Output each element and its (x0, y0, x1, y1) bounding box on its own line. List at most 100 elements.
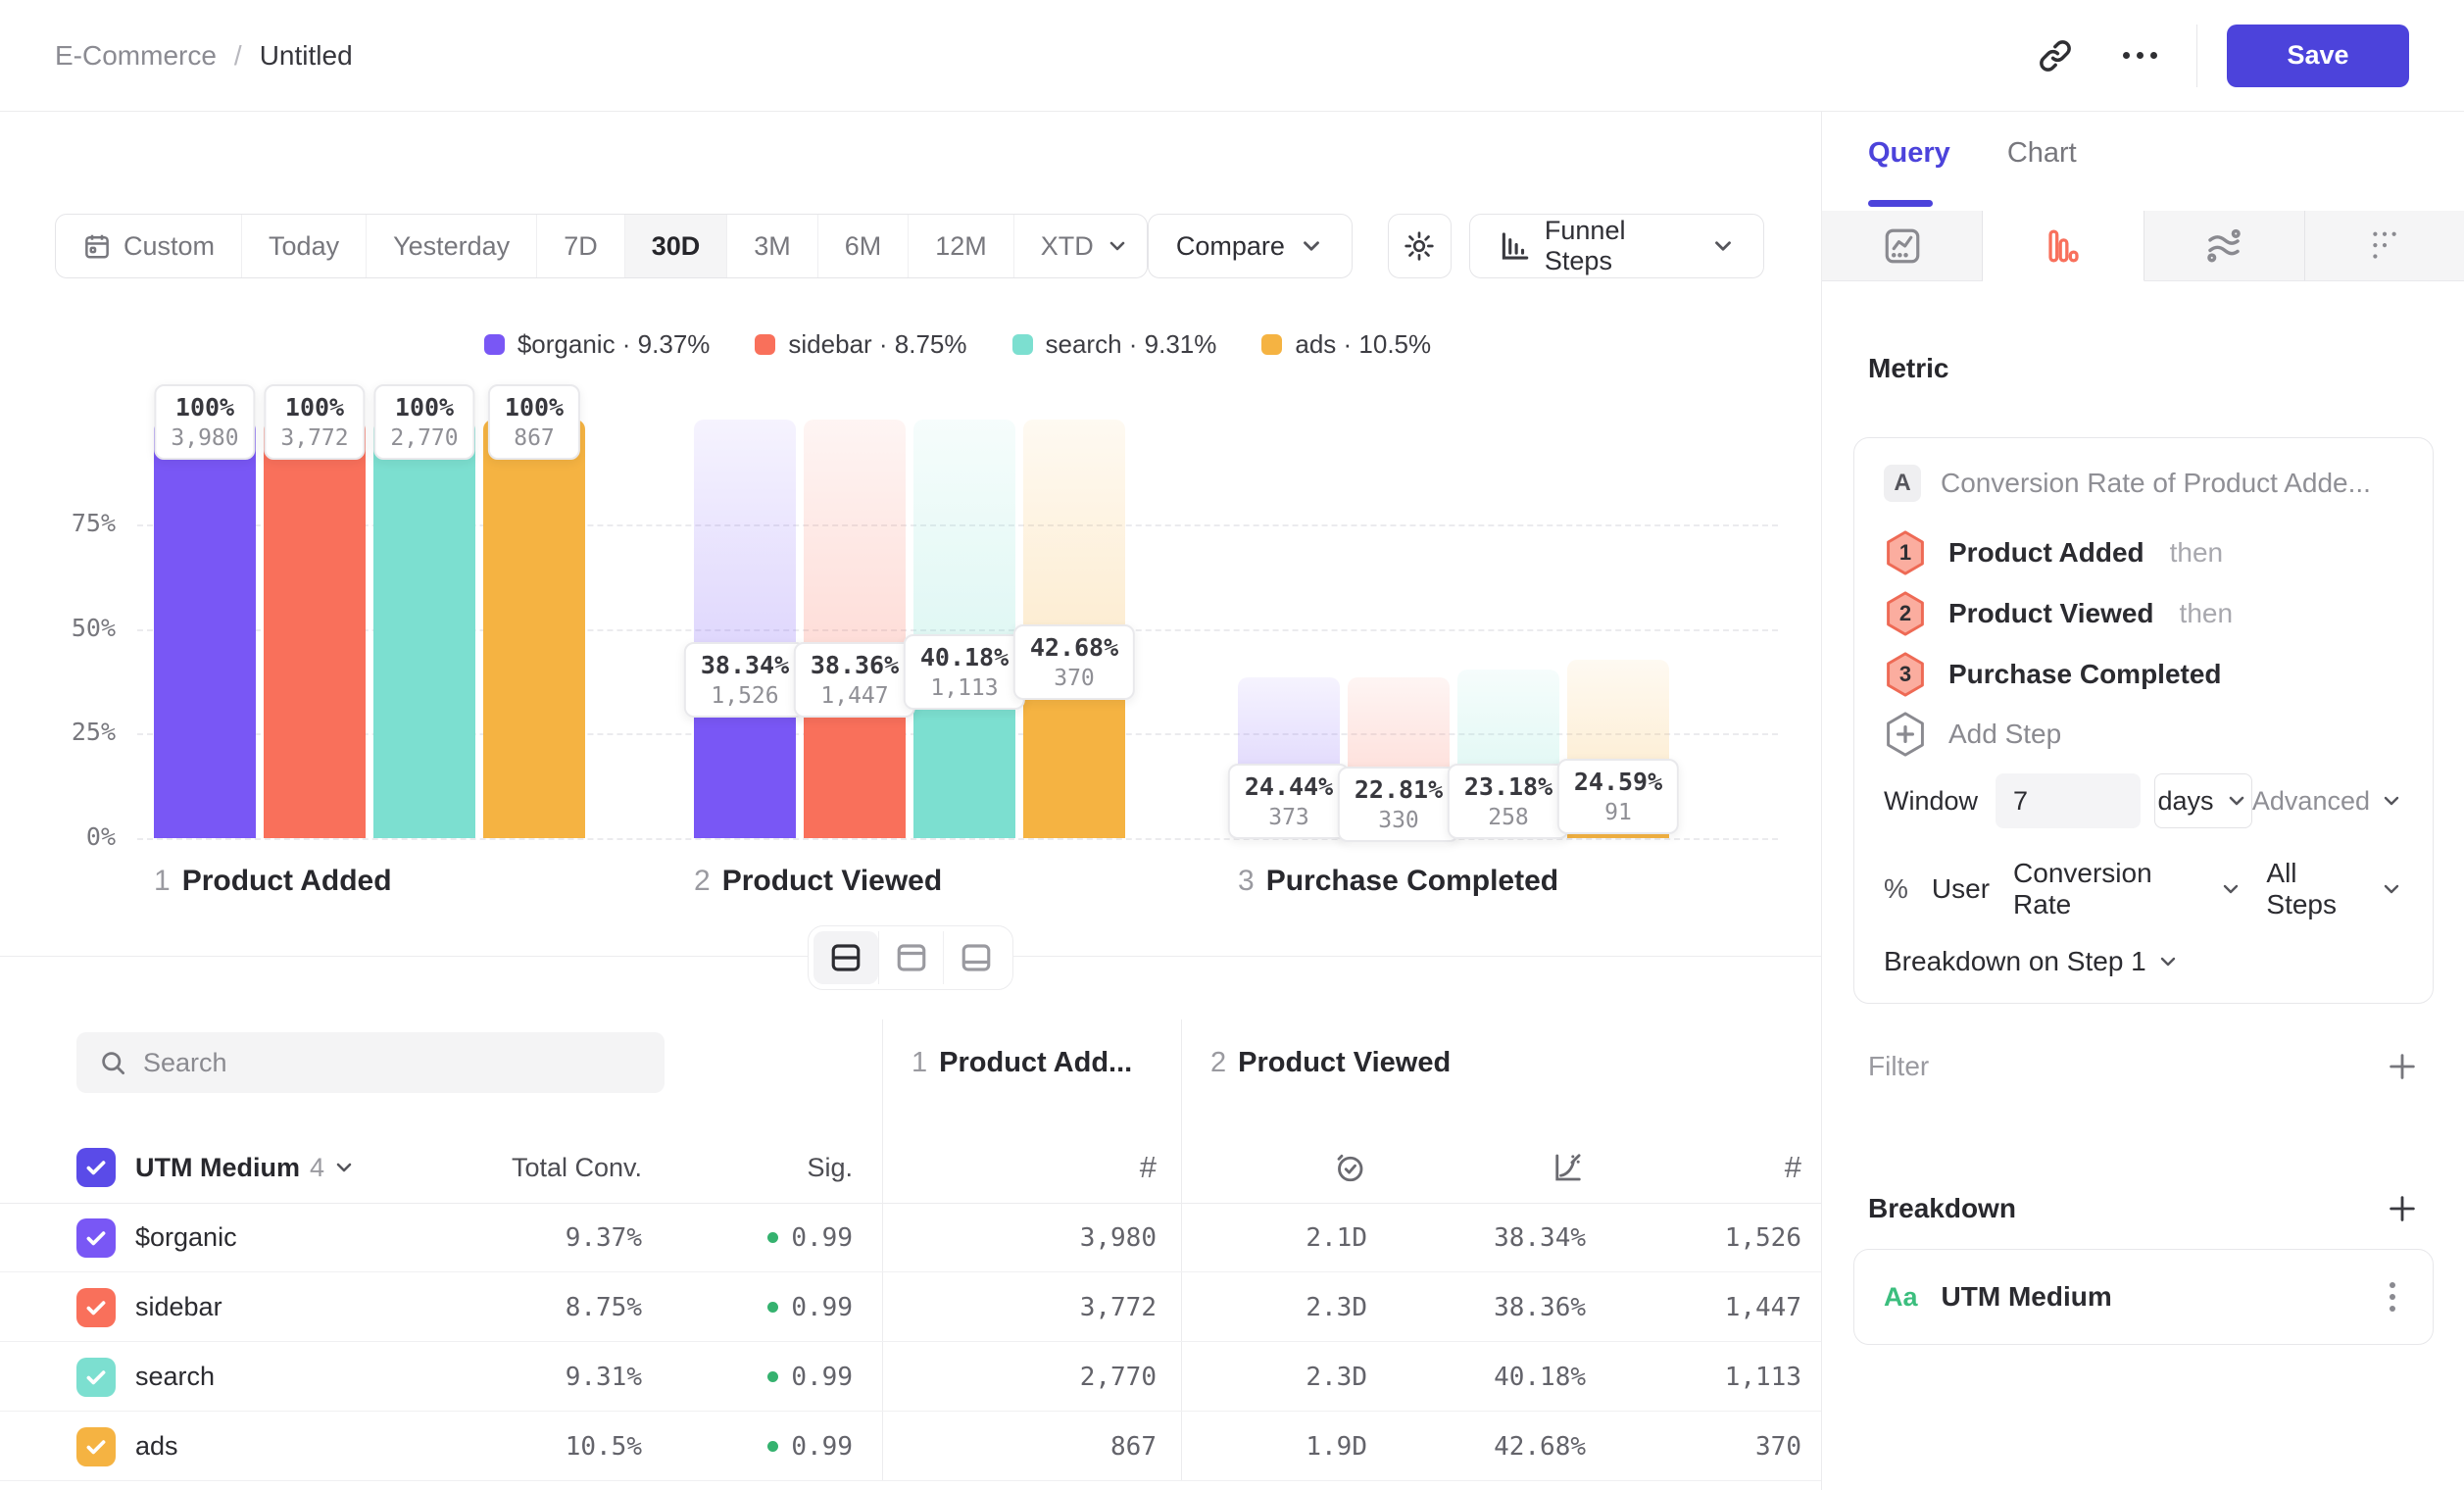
search-input[interactable] (143, 1047, 643, 1078)
row-checkbox-search[interactable] (76, 1342, 116, 1412)
chart-type-button[interactable]: Funnel Steps (1468, 214, 1764, 278)
funnel-chart-icon (1498, 229, 1531, 263)
date-range-custom[interactable]: Custom (56, 215, 243, 277)
retention-report-tab[interactable] (2304, 211, 2464, 281)
settings-button[interactable] (1387, 214, 1452, 278)
row-avg-time: 2.1D (1306, 1222, 1367, 1253)
hash-icon: # (1139, 1150, 1157, 1184)
legend-swatch (1011, 334, 1033, 355)
bar-label-ads-step2: 42.68% 370 (1012, 623, 1136, 700)
breadcrumb-current[interactable]: Untitled (259, 39, 353, 71)
window-value-input[interactable] (1996, 773, 2142, 828)
date-range-12m[interactable]: 12M (909, 215, 1014, 277)
date-range-yesterday[interactable]: Yesterday (367, 215, 538, 277)
row-checkbox-organic[interactable] (76, 1203, 116, 1272)
more-options-button[interactable] (2112, 28, 2167, 83)
step-number-hexagon-icon: 3 (1884, 651, 1927, 698)
chevron-down-icon (2219, 877, 2242, 901)
row-conv-rate: 38.34% (1494, 1222, 1586, 1253)
row-checkbox-sidebar[interactable] (76, 1272, 116, 1342)
bar-organic-step1[interactable] (154, 420, 256, 838)
avg-time-column-header[interactable] (1274, 1132, 1367, 1203)
conv-rate-column-header[interactable] (1490, 1132, 1586, 1203)
significance-dot (767, 1232, 779, 1243)
add-breakdown-button[interactable] (2386, 1192, 2419, 1225)
row-conv-rate: 40.18% (1494, 1362, 1586, 1392)
legend-swatch (483, 334, 505, 355)
chevron-down-icon (1299, 233, 1324, 259)
panel-tabs: Query Chart (1868, 137, 2077, 170)
metric-name-row[interactable]: A Conversion Rate of Product Adde... (1884, 464, 2403, 503)
chart-step-label-1: 1 Product Added (154, 865, 392, 897)
counting-entity-select[interactable]: User (1931, 873, 1991, 904)
window-label: Window (1884, 785, 1979, 816)
row-conv-rate: 38.36% (1494, 1292, 1586, 1322)
step2-count-column-header[interactable]: # (1705, 1132, 1801, 1203)
topbar-divider (2196, 24, 2197, 87)
legend-item-organic[interactable]: $organic · 9.37% (483, 329, 710, 360)
save-button[interactable]: Save (2227, 24, 2409, 87)
y-axis-tick-25%: 25% (71, 718, 116, 747)
query-step-3[interactable]: 3 Purchase Completed (1884, 644, 2403, 705)
table-only-view-button[interactable] (943, 931, 1008, 984)
date-range-today[interactable]: Today (242, 215, 368, 277)
filter-section-row: Filter (1868, 1050, 2419, 1083)
bar-sidebar-step1[interactable] (264, 420, 366, 838)
breadcrumb-parent[interactable]: E-Commerce (55, 39, 217, 71)
checkbox-checked-icon (76, 1148, 116, 1187)
chart-only-view-button[interactable] (878, 931, 943, 984)
date-range-xtd[interactable]: XTD (1014, 215, 1147, 277)
row-checkbox-ads[interactable] (76, 1412, 116, 1481)
legend-item-sidebar[interactable]: sidebar · 8.75% (755, 329, 967, 360)
group-column-header[interactable]: UTM Medium 4 (135, 1132, 356, 1203)
query-step-2[interactable]: 2 Product Viewed then (1884, 583, 2403, 644)
row-avg-time: 2.3D (1306, 1292, 1367, 1322)
query-step-1[interactable]: 1 Product Added then (1884, 522, 2403, 583)
top-panel-icon (894, 940, 929, 975)
insights-report-tab[interactable] (1822, 211, 1984, 281)
bar-search-step1[interactable] (373, 420, 475, 838)
step1-count-column-header[interactable]: # (1059, 1132, 1157, 1203)
chart-step-label-3: 3 Purchase Completed (1238, 865, 1559, 897)
tab-chart[interactable]: Chart (2006, 137, 2077, 169)
counting-scope-select[interactable]: All Steps (2266, 858, 2403, 920)
legend-item-search[interactable]: search · 9.31% (1011, 329, 1216, 360)
bar-ads-step1[interactable] (483, 420, 585, 838)
add-filter-button[interactable] (2386, 1050, 2419, 1083)
row-total-conv: 9.31% (565, 1362, 642, 1392)
date-range-6m[interactable]: 6M (818, 215, 910, 277)
table-step2-group-header: 2 Product Viewed (1210, 1047, 1452, 1078)
add-step-button[interactable]: Add Step (1884, 705, 2403, 764)
split-view-button[interactable] (813, 931, 878, 984)
filter-label: Filter (1868, 1051, 1930, 1081)
metric-letter-badge: A (1884, 465, 1921, 502)
funnels-icon (2043, 225, 2084, 267)
advanced-toggle[interactable]: Advanced (2252, 786, 2403, 817)
counting-method-select[interactable]: Conversion Rate (2013, 858, 2242, 920)
row-step2-count: 370 (1755, 1431, 1801, 1462)
date-range-7d[interactable]: 7D (537, 215, 625, 277)
kebab-menu-icon[interactable] (2382, 1274, 2403, 1319)
plus-icon (2386, 1192, 2419, 1225)
chart-legend: $organic · 9.37% sidebar · 8.75% search · … (137, 329, 1778, 360)
row-total-conv: 10.5% (565, 1431, 642, 1462)
bar-label-organic-step1: 100% 3,980 (154, 384, 256, 460)
table-row-search: search 9.31% 0.99 2,770 2.3D 40.18% 1,113 (0, 1342, 1821, 1412)
date-range-3m[interactable]: 3M (727, 215, 818, 277)
breakdown-item-card[interactable]: Aa UTM Medium (1853, 1249, 2434, 1345)
ghost-bar-search-step2 (913, 420, 1015, 670)
copy-link-button[interactable] (2028, 28, 2083, 83)
tab-query[interactable]: Query (1868, 137, 1950, 169)
flows-report-tab[interactable] (2144, 211, 2305, 281)
window-unit-select[interactable]: days (2154, 773, 2252, 828)
table-search (76, 1032, 665, 1093)
funnels-report-tab[interactable] (1983, 211, 2144, 281)
metric-card: A Conversion Rate of Product Adde... 1 Pr… (1853, 437, 2434, 1004)
breakdown-on-step-select[interactable]: Breakdown on Step 1 (1884, 946, 2403, 977)
date-range-30d[interactable]: 30D (624, 215, 728, 277)
total-conv-column-header[interactable]: Total Conv. (511, 1152, 642, 1182)
select-all-checkbox[interactable] (76, 1132, 116, 1203)
compare-button[interactable]: Compare (1147, 214, 1353, 278)
sig-column-header[interactable]: Sig. (807, 1152, 853, 1182)
legend-item-ads[interactable]: ads · 10.5% (1261, 329, 1431, 360)
